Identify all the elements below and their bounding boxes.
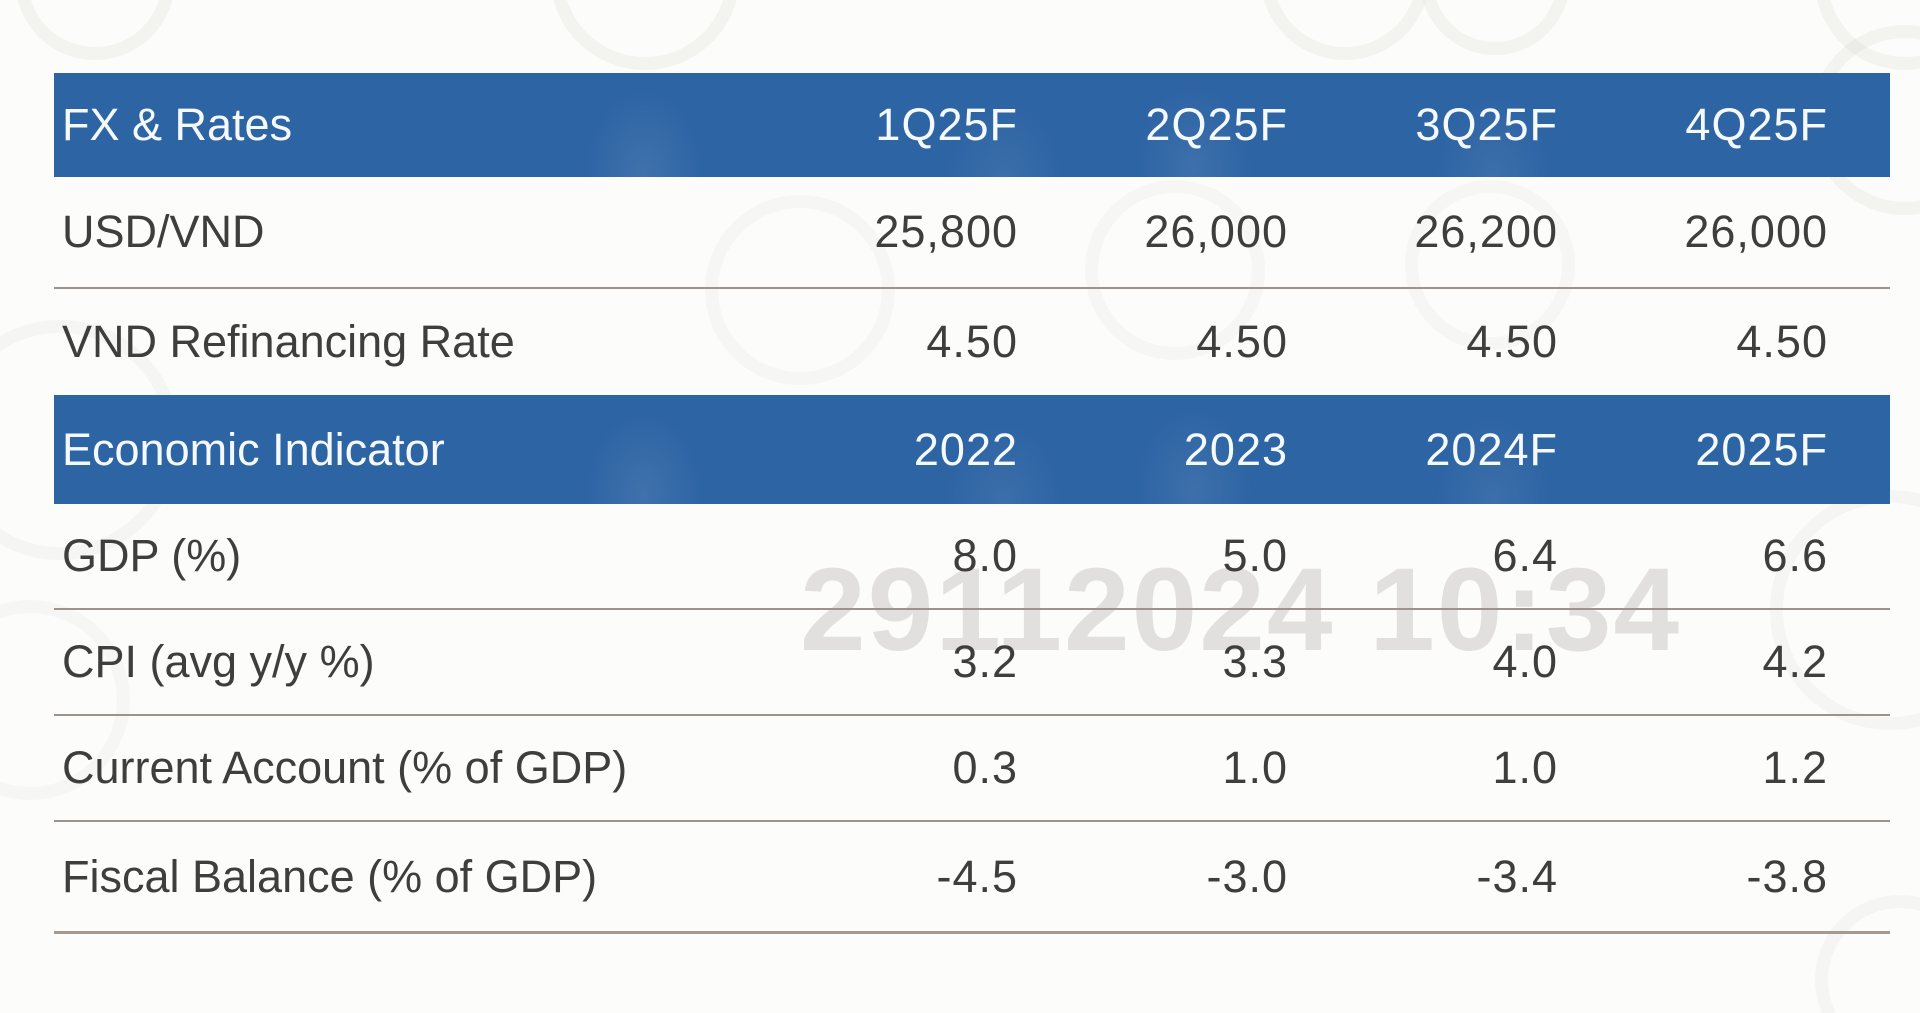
row-value: 1.0	[1492, 742, 1558, 793]
fx-rates-header-row: FX & Rates 1Q25F 2Q25F 3Q25F 4Q25F	[54, 73, 1890, 177]
row-label: CPI (avg y/y %)	[62, 636, 375, 687]
table-row-current-account: Current Account (% of GDP) 0.3 1.0 1.0 1…	[54, 716, 1890, 822]
section-title-fx-rates: FX & Rates	[62, 99, 293, 150]
background-ring	[15, 0, 175, 60]
row-value: 26,000	[1684, 206, 1828, 257]
row-value: 4.50	[1736, 316, 1828, 367]
background-ring	[1420, 0, 1570, 55]
row-value: 6.4	[1492, 530, 1558, 581]
row-value: 1.0	[1222, 742, 1288, 793]
table-row-vnd-refinancing-rate: VND Refinancing Rate 4.50 4.50 4.50 4.50	[54, 289, 1890, 395]
column-header-1q25f: 1Q25F	[875, 99, 1018, 150]
row-value: 4.50	[926, 316, 1018, 367]
row-value: 6.6	[1762, 530, 1828, 581]
row-value: 4.2	[1762, 636, 1828, 687]
row-label: VND Refinancing Rate	[62, 316, 515, 367]
row-value: 4.0	[1492, 636, 1558, 687]
row-value: 4.50	[1466, 316, 1558, 367]
column-header-2025f: 2025F	[1695, 423, 1828, 475]
background-ring	[550, 0, 740, 70]
row-label: GDP (%)	[62, 530, 242, 581]
row-value: 3.2	[952, 636, 1018, 687]
column-header-2q25f: 2Q25F	[1145, 99, 1288, 150]
row-value: 8.0	[952, 530, 1018, 581]
table-row-usd-vnd: USD/VND 25,800 26,000 26,200 26,000	[54, 177, 1890, 289]
background-ring	[1815, 0, 1920, 70]
row-label: USD/VND	[62, 206, 265, 257]
table-row-cpi: CPI (avg y/y %) 3.2 3.3 4.0 4.2	[54, 610, 1890, 716]
column-header-2022: 2022	[913, 423, 1018, 475]
table-row-gdp: GDP (%) 8.0 5.0 6.4 6.6	[54, 504, 1890, 610]
row-value: -3.8	[1746, 850, 1828, 902]
row-value: 25,800	[874, 206, 1018, 257]
section-title-economic-indicator: Economic Indicator	[62, 423, 445, 475]
forecast-table: FX & Rates 1Q25F 2Q25F 3Q25F 4Q25F USD/V…	[54, 73, 1890, 934]
row-value: 5.0	[1222, 530, 1288, 581]
row-value: 1.2	[1762, 742, 1828, 793]
column-header-3q25f: 3Q25F	[1415, 99, 1558, 150]
column-header-2023: 2023	[1183, 423, 1288, 475]
background-ring	[1260, 0, 1430, 60]
row-value: 3.3	[1222, 636, 1288, 687]
row-value: 4.50	[1196, 316, 1288, 367]
column-header-4q25f: 4Q25F	[1685, 99, 1828, 150]
economic-indicator-header-row: Economic Indicator 2022 2023 2024F 2025F	[54, 395, 1890, 504]
table-row-fiscal-balance: Fiscal Balance (% of GDP) -4.5 -3.0 -3.4…	[54, 822, 1890, 934]
column-header-2024f: 2024F	[1425, 423, 1558, 475]
row-label: Current Account (% of GDP)	[62, 742, 628, 793]
row-value: -4.5	[936, 850, 1018, 902]
row-value: -3.0	[1206, 850, 1288, 902]
row-value: 26,000	[1144, 206, 1288, 257]
row-value: 0.3	[952, 742, 1018, 793]
row-value: -3.4	[1476, 850, 1558, 902]
row-value: 26,200	[1414, 206, 1558, 257]
row-label: Fiscal Balance (% of GDP)	[62, 850, 598, 902]
